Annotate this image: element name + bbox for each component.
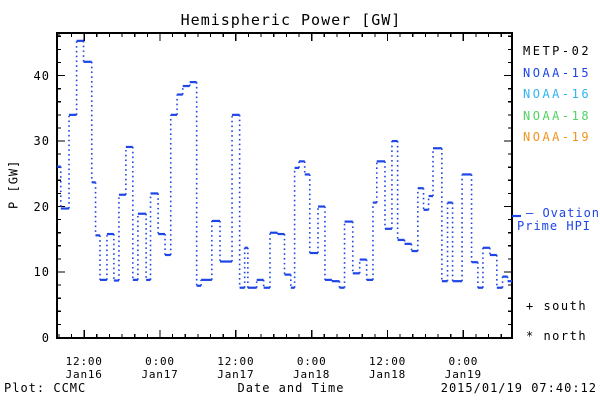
x-tick-time: 0:00: [145, 355, 175, 368]
x-tick-date: Jan18: [293, 368, 331, 381]
x-tick-time: 12:00: [65, 355, 103, 368]
x-tick-date: Jan18: [368, 368, 407, 381]
plot-timestamp: 2015/01/19 07:40:12: [440, 381, 597, 395]
y-tick-label-10: 10: [33, 265, 50, 280]
x-tick-label-jan16-1200: 12:00 Jan16: [52, 355, 116, 381]
south-marker-note: + south: [526, 299, 588, 313]
chart-title: Hemispheric Power [GW]: [180, 11, 402, 29]
legend-item-noaa-19: NOAA-19: [523, 130, 592, 144]
plot-credit: Plot: CCMC: [4, 381, 87, 395]
y-tick-label-40: 40: [33, 68, 50, 83]
x-tick-date: Jan17: [141, 368, 179, 381]
x-tick-label-jan17-000: 0:00 Jan17: [128, 355, 192, 381]
legend-item-noaa-16: NOAA-16: [523, 87, 592, 101]
x-tick-date: Jan17: [217, 368, 255, 381]
x-tick-label-jan19-000: 0:00 Jan19: [431, 355, 495, 381]
plot-frame: [56, 32, 513, 339]
legend-series-ovation-line1: — Ovation: [526, 206, 600, 220]
legend-item-noaa-15: NOAA-15: [523, 66, 592, 80]
y-tick-label-20: 20: [33, 199, 50, 214]
x-tick-time: 0:00: [296, 355, 327, 368]
legend-item-noaa-18: NOAA-18: [523, 109, 592, 123]
y-tick-label-0: 0: [41, 330, 50, 345]
x-tick-label-jan18-000: 0:00 Jan18: [280, 355, 344, 381]
north-marker-note: * north: [526, 329, 588, 343]
x-tick-date: Jan19: [444, 368, 482, 381]
x-tick-label-jan17-1200: 12:00 Jan17: [204, 355, 268, 381]
x-tick-time: 12:00: [368, 355, 407, 368]
x-tick-label-jan18-1200: 12:00 Jan18: [356, 355, 420, 381]
y-tick-label-30: 30: [33, 134, 50, 149]
legend-item-metp-02: METP-02: [523, 44, 592, 58]
x-tick-time: 12:00: [217, 355, 255, 368]
x-axis-title: Date and Time: [237, 381, 345, 395]
x-tick-time: 0:00: [448, 355, 479, 368]
x-tick-date: Jan16: [65, 368, 103, 381]
legend-series-ovation-line2: Prime HPI: [517, 219, 592, 233]
